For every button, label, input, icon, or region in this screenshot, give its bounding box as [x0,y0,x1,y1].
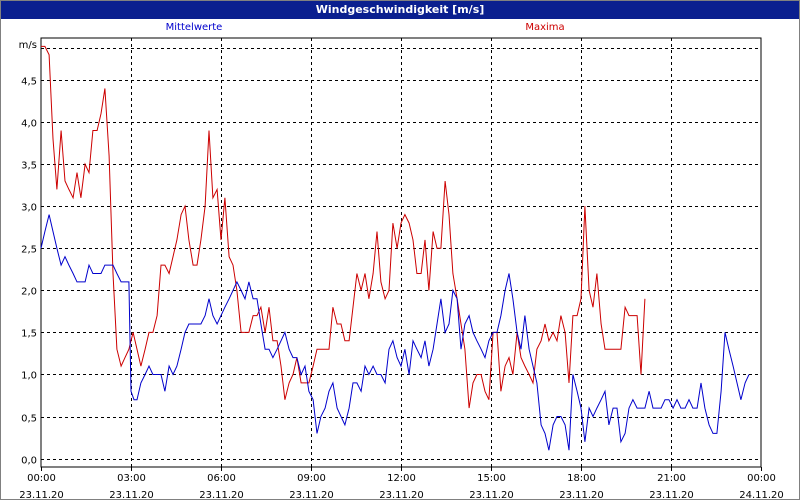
y-tick-label: 3,0 [21,203,37,214]
x-tick-date: 23.11.20 [559,490,604,499]
chart-title: Windgeschwindigkeit [m/s] [1,1,799,19]
y-axis-label: m/s [19,40,37,51]
x-tick-time: 00:00 [747,473,776,484]
x-tick-time: 00:00 [27,473,56,484]
y-tick-label: 1,5 [21,329,37,340]
x-tick-time: 12:00 [387,473,416,484]
x-tick-date: 23.11.20 [649,490,694,499]
y-tick-label: 4,0 [21,119,37,130]
x-tick-time: 06:00 [207,473,236,484]
y-tick-label: 2,5 [21,245,37,256]
x-tick-date: 23.11.20 [379,490,424,499]
x-tick-date: 24.11.20 [739,490,784,499]
legend-mittelwerte: Mittelwerte [166,22,223,33]
y-tick-label: 3,5 [21,161,37,172]
series-line-mittelwerte [40,214,750,451]
series-line-maxima [41,45,646,409]
y-tick-label: 4,5 [21,77,37,88]
x-tick-date: 23.11.20 [199,490,244,499]
y-tick-label: 0,5 [21,414,37,425]
y-tick-label: 0,0 [21,456,37,467]
plot-area [40,37,762,468]
x-tick-date: 23.11.20 [469,490,514,499]
legend-maxima: Maxima [525,22,564,33]
y-tick-label: 2,0 [21,287,37,298]
x-tick-time: 18:00 [567,473,596,484]
x-tick-time: 21:00 [657,473,686,484]
x-tick-time: 09:00 [297,473,326,484]
y-tick-label: 1,0 [21,371,37,382]
x-tick-date: 23.11.20 [19,490,64,499]
x-tick-time: 15:00 [477,473,506,484]
x-tick-date: 23.11.20 [109,490,154,499]
x-tick-time: 03:00 [117,473,146,484]
x-tick-date: 23.11.20 [289,490,334,499]
wind-speed-chart: 0,0 0,5 1,0 1,5 2,0 2,5 3,0 3,5 4,0 4,5 m/s 00:00 23… [19,22,784,499]
